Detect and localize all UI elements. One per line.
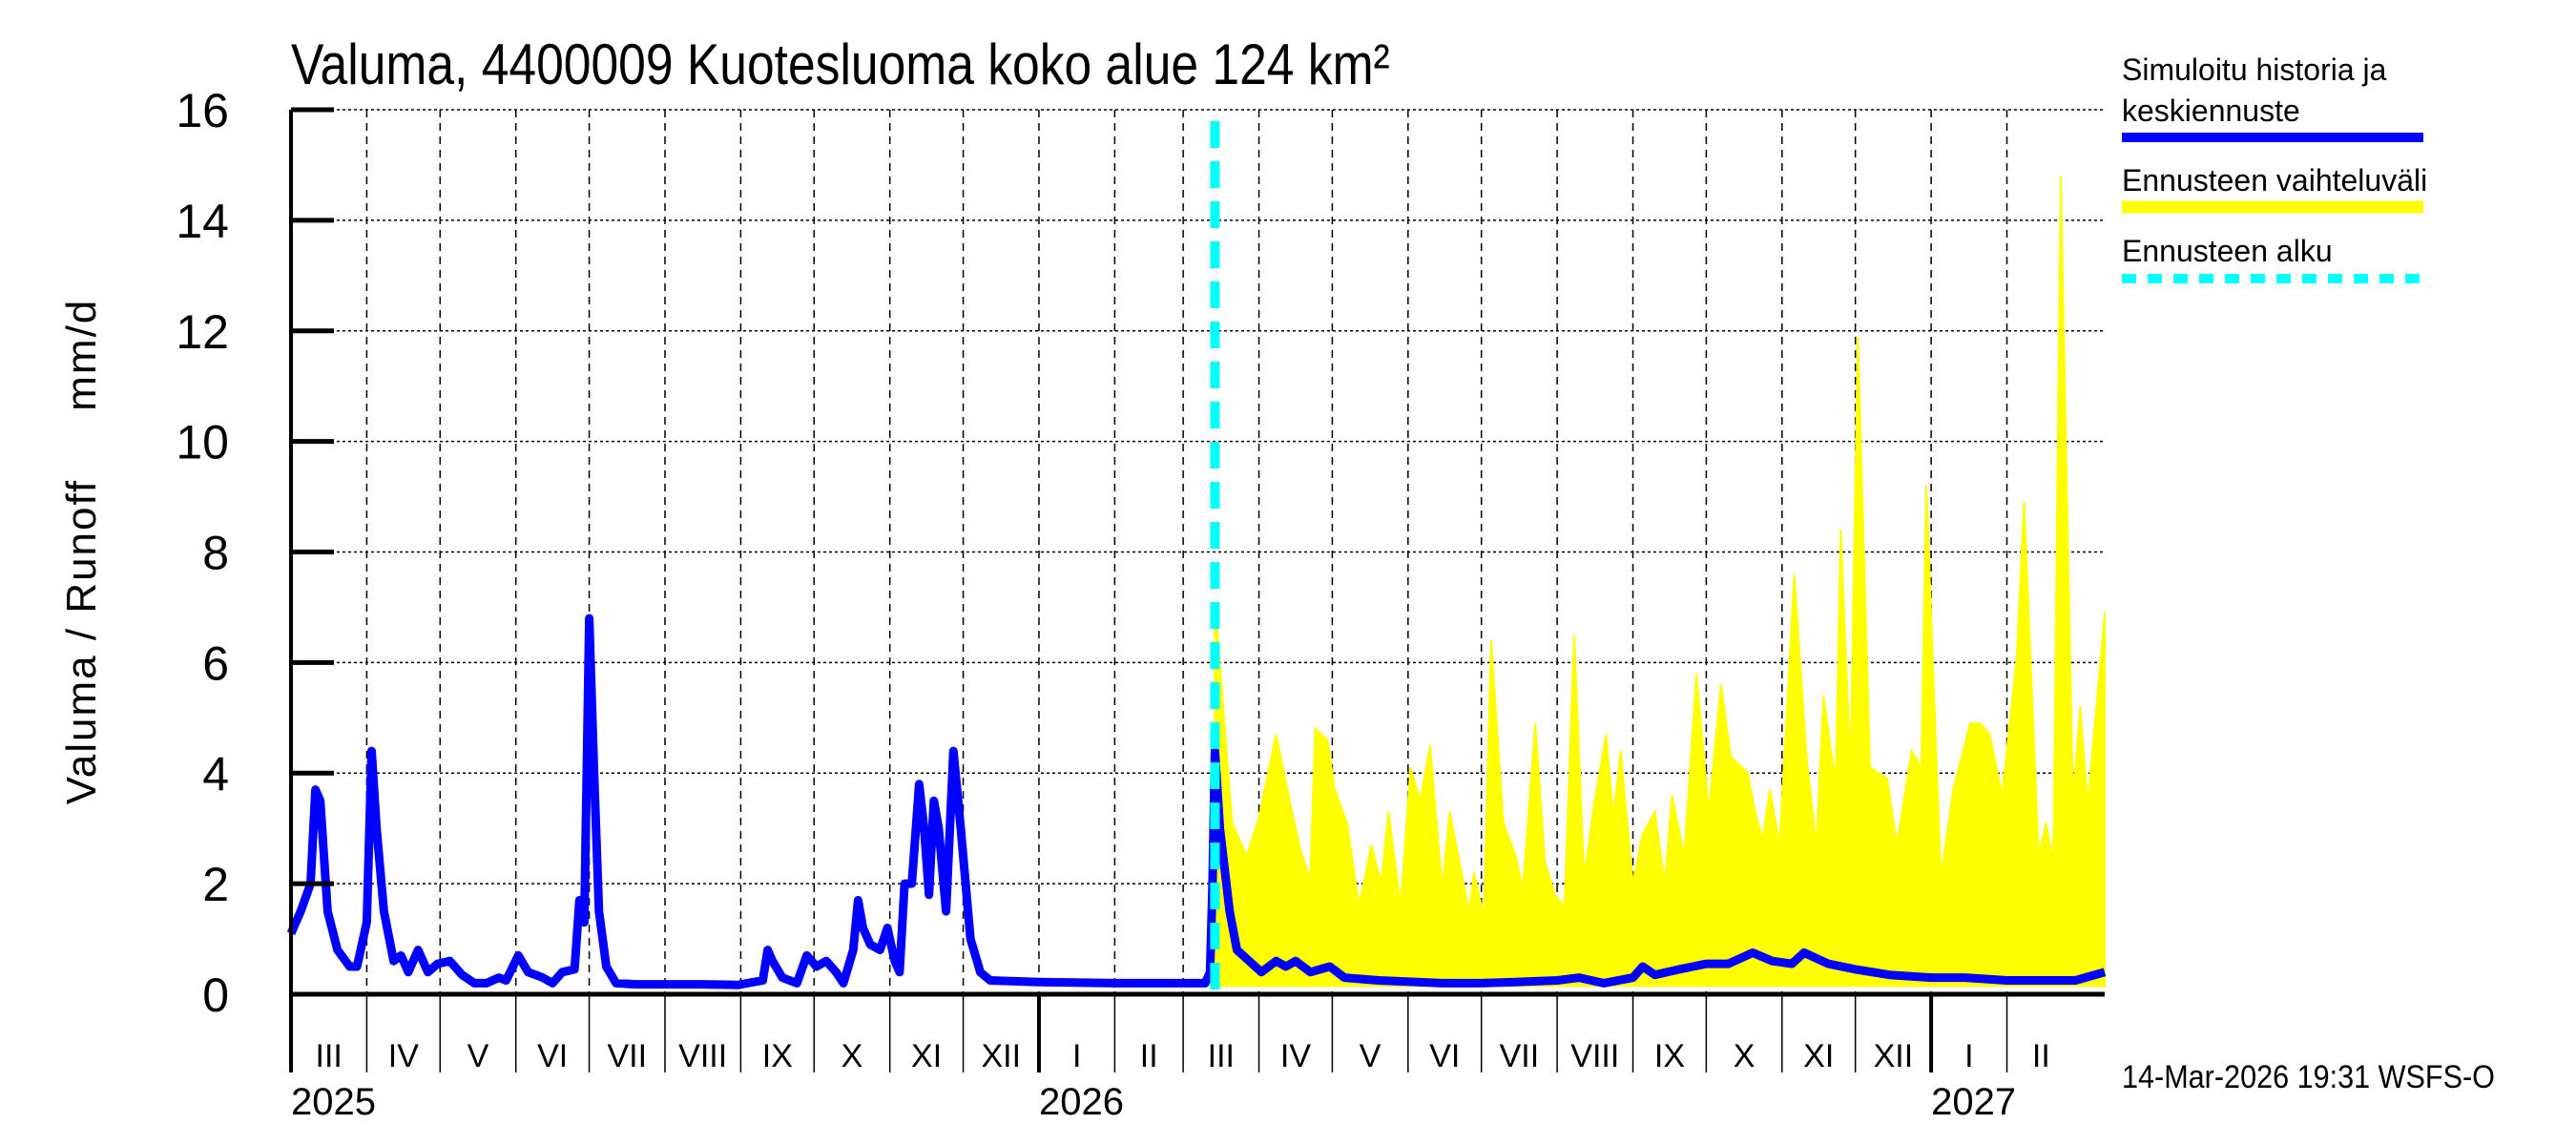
month-label: II [1140,1038,1158,1074]
legend-start-label: Ennusteen alku [2122,234,2333,268]
year-label: 2026 [1039,1081,1124,1123]
month-label: III [316,1038,343,1074]
month-label: VIII [678,1038,727,1074]
month-label: VII [607,1038,647,1074]
month-label: V [1360,1038,1381,1074]
month-label: VII [1500,1038,1540,1074]
gridlines [291,109,2105,994]
month-label: VI [537,1038,568,1074]
month-label: XII [1874,1038,1914,1074]
month-label: I [1072,1038,1081,1074]
month-label: X [1734,1038,1755,1074]
y-tick-label: 6 [202,636,229,690]
year-label: 2025 [291,1081,376,1123]
y-axis-label: Valuma / Runoff mm/d [58,299,105,805]
series-lines [286,121,2107,994]
y-tick-label: 8 [202,527,229,580]
month-label: X [841,1038,863,1074]
axes [289,107,2105,1072]
chart-title: Valuma, 4400009 Kuotesluoma koko alue 12… [291,31,1390,96]
month-label: IV [388,1038,419,1074]
month-label: I [1964,1038,1973,1074]
history-median-line [286,614,2107,989]
y-tick-label: 4 [202,747,229,801]
month-label: XII [981,1038,1021,1074]
y-tick-label: 0 [202,968,229,1022]
forecast-range-band [1214,176,2106,988]
timestamp-footer: 14-Mar-2026 19:31 WSFS-O [2122,1059,2495,1095]
month-label: IV [1280,1038,1311,1074]
month-label: IX [1654,1038,1685,1074]
month-label: II [2032,1038,2050,1074]
year-label: 2027 [1931,1081,2016,1123]
month-label: IX [762,1038,793,1074]
month-label: XI [1803,1038,1834,1074]
legend-history-label-2: keskiennuste [2122,94,2300,128]
month-label: III [1208,1038,1235,1074]
month-label: V [467,1038,489,1074]
forecast-range-area [1214,176,2106,988]
y-tick-label: 10 [176,416,229,469]
y-tick-label: 2 [202,858,229,911]
legend-history-label-1: Simuloitu historia ja [2122,52,2387,87]
legend-range-label: Ennusteen vaihteluväli [2122,163,2427,198]
y-tick-label: 12 [176,305,229,359]
legend: Simuloitu historia ja keskiennuste Ennus… [2122,52,2427,283]
month-label: VI [1429,1038,1460,1074]
month-label: VIII [1570,1038,1619,1074]
y-tick-label: 16 [176,84,229,137]
month-label: XI [911,1038,942,1074]
y-tick-label: 14 [176,195,229,248]
